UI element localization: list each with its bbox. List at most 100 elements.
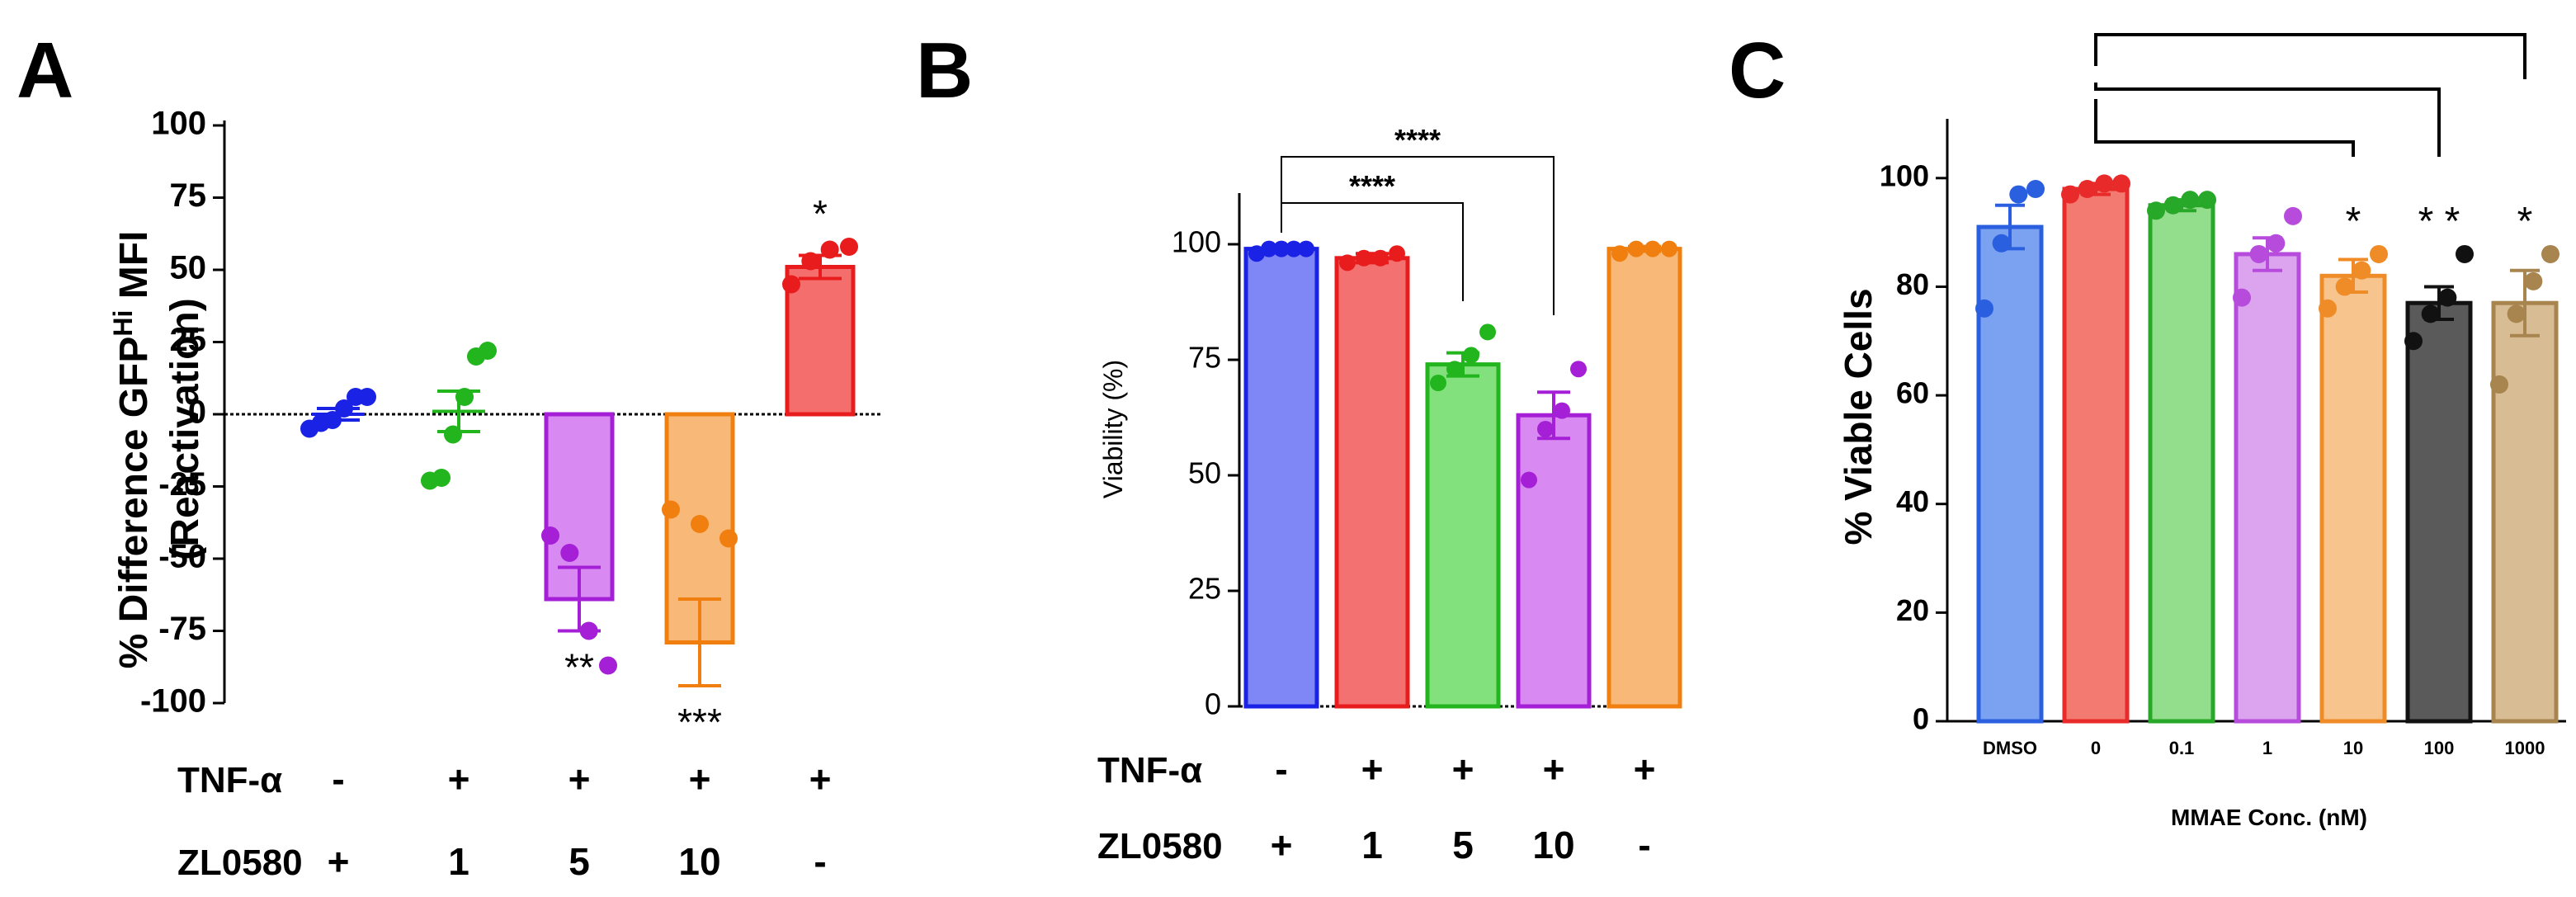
data-point	[323, 411, 342, 429]
y-tick-label: 0	[1205, 687, 1221, 721]
condition-name: TNF-α	[177, 760, 282, 800]
data-point	[1372, 249, 1389, 267]
condition-value: 1	[1361, 824, 1383, 866]
data-point	[691, 515, 709, 533]
condition-value: -	[814, 840, 826, 883]
data-point	[2095, 174, 2114, 193]
y-tick-label: 25	[1188, 572, 1221, 606]
data-point	[2319, 299, 2337, 318]
data-point	[455, 388, 474, 406]
y-tick-label: 75	[1188, 341, 1221, 375]
x-tick-label: 1	[2262, 738, 2272, 758]
data-point	[2335, 277, 2354, 296]
data-point	[1611, 245, 1628, 262]
condition-value: 1	[448, 840, 469, 883]
significance-bracket	[2094, 83, 2441, 157]
y-tick-label: 50	[1188, 456, 1221, 490]
condition-value: -	[332, 758, 344, 800]
condition-value: 5	[569, 840, 590, 883]
condition-value: 5	[1452, 824, 1474, 866]
data-point	[1430, 375, 1446, 391]
significance-label: * *	[2418, 200, 2460, 243]
panel-a-ylabel-suffix: MFI	[112, 231, 156, 310]
data-point	[1389, 245, 1405, 262]
data-point	[1554, 402, 1570, 419]
data-point	[599, 656, 617, 675]
y-tick-label: -50	[158, 539, 206, 575]
significance-label: ***	[677, 701, 722, 744]
bar	[1243, 247, 1319, 709]
bar	[1516, 413, 1592, 709]
data-point	[2078, 179, 2097, 198]
significance-label: *	[813, 192, 828, 235]
data-point	[782, 275, 800, 294]
y-tick-label: 100	[151, 106, 206, 142]
x-tick-label: DMSO	[1983, 738, 2037, 758]
data-point	[2249, 244, 2268, 263]
bar	[2062, 186, 2130, 724]
condition-value: +	[1452, 748, 1474, 791]
data-point	[579, 621, 598, 640]
data-point	[2541, 244, 2559, 263]
panel-c: C % Viable Cells MMAE Conc. (nM) 1008060…	[1729, 26, 2566, 830]
data-point	[1521, 471, 1537, 489]
y-tick-label: 25	[170, 322, 207, 358]
data-point	[560, 544, 579, 562]
data-point	[2233, 288, 2251, 307]
data-point	[2352, 261, 2371, 280]
y-tick-label: 50	[170, 250, 207, 286]
bracket-label: ****	[1394, 123, 1441, 157]
panel-c-xlabel: MMAE Conc. (nM)	[2171, 805, 2367, 830]
data-point	[1628, 240, 1644, 257]
data-point	[358, 388, 376, 406]
bar	[2234, 252, 2301, 724]
y-tick-label: -75	[158, 611, 206, 647]
data-point	[2061, 185, 2079, 204]
condition-value: +	[1634, 748, 1656, 791]
data-point	[2198, 191, 2216, 210]
data-point	[2284, 206, 2302, 225]
panel-c-label: C	[1729, 26, 1786, 115]
significance-bracket	[2094, 33, 2526, 79]
condition-value: +	[448, 758, 470, 800]
y-tick-label: 80	[1896, 267, 1929, 301]
data-point	[1570, 361, 1587, 378]
data-point	[2404, 332, 2423, 351]
data-point	[1644, 240, 1661, 257]
panel-a-ylabel-main: % Difference GFP	[112, 337, 156, 669]
condition-value: +	[1361, 748, 1384, 791]
data-point	[2438, 288, 2457, 307]
panel-b-ylabel: Viability (%)	[1098, 360, 1128, 498]
condition-name: ZL0580	[1097, 826, 1223, 866]
data-point	[2147, 201, 2165, 220]
y-tick-label: 0	[1913, 702, 1929, 736]
x-tick-label: 0	[2091, 738, 2101, 758]
bar	[2491, 300, 2559, 724]
panel-b-label: B	[916, 26, 973, 115]
bracket-label: ****	[1349, 169, 1395, 203]
condition-value: +	[809, 758, 832, 800]
condition-value: +	[569, 758, 591, 800]
panel-a-ylabel-sup: Hi	[108, 310, 138, 337]
bar	[1606, 247, 1682, 709]
panel-a-label: A	[17, 26, 73, 115]
significance-label: *	[2346, 200, 2361, 243]
significance-bracket	[1281, 156, 1555, 315]
y-tick-label: 60	[1896, 376, 1929, 410]
data-point	[2456, 244, 2474, 263]
data-point	[1273, 240, 1290, 257]
data-point	[1975, 299, 1993, 318]
x-tick-label: 10	[2343, 738, 2363, 758]
data-point	[1248, 245, 1265, 262]
data-point	[2507, 305, 2526, 323]
y-tick-label: 0	[188, 394, 206, 431]
x-tick-label: 1000	[2505, 738, 2545, 758]
y-tick-label: 100	[1172, 225, 1221, 259]
y-tick-label: 20	[1896, 593, 1929, 627]
significance-label: *	[2517, 200, 2533, 243]
data-point	[1479, 323, 1496, 341]
y-tick-label: 40	[1896, 484, 1929, 518]
y-tick-label: 75	[170, 177, 207, 214]
data-point	[1661, 240, 1677, 257]
